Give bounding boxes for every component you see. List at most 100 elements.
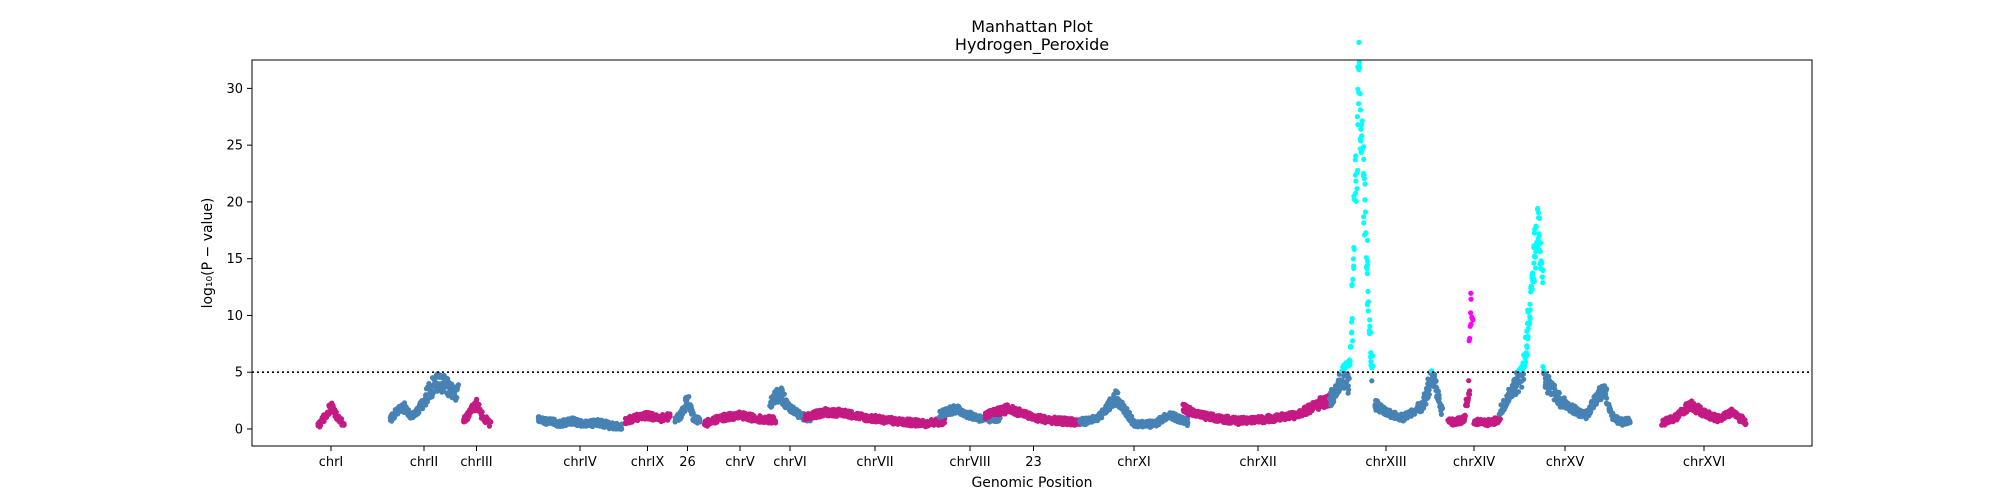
snp-point [1468,290,1474,296]
snp-point [1527,315,1533,321]
snp-point [1546,374,1552,380]
snp-point [1364,237,1371,243]
snp-point [1346,387,1352,393]
snp-point [486,423,492,429]
x-tick-label: chrIX [631,455,665,470]
snp-point [1466,378,1472,384]
snp-point [1351,265,1357,271]
snp-point [1439,405,1446,411]
snp-point [1556,390,1562,396]
snp-point [1356,39,1362,46]
snp-point [1603,387,1609,393]
snp-point [1525,336,1531,342]
snp-point [1539,274,1545,280]
snp-point [1467,388,1473,394]
snp-point [1115,390,1121,396]
snp-point [1426,387,1432,393]
snp-point [1357,91,1363,97]
snp-point [1627,420,1633,426]
snp-point [1359,133,1365,139]
snp-point [1496,418,1502,424]
snp-point [1540,280,1546,286]
snp-point [1531,278,1537,284]
snp-point [1433,378,1439,384]
snp-point [1505,398,1511,404]
x-tick-label: chrI [319,455,344,470]
snp-point [1361,214,1367,220]
snp-point [488,419,494,425]
snp-point [1535,205,1541,212]
snp-point [1364,271,1370,277]
x-tick-label: chrXI [1117,455,1150,470]
snp-point [1362,209,1369,215]
snp-point [1426,391,1432,398]
snp-point [1350,276,1356,282]
x-tick-label: 26 [679,455,696,470]
snp-point [1365,299,1371,305]
snp-point [696,416,702,422]
snp-point [1349,281,1355,288]
snp-point [1368,359,1374,365]
snp-point [1449,416,1455,422]
snp-point [1533,224,1539,230]
snp-point [1358,126,1364,132]
snp-point [1525,326,1531,332]
snp-point [1369,378,1375,384]
snp-point [848,408,855,415]
snp-point [1336,388,1342,395]
snp-point [1354,186,1360,192]
snp-point [1184,422,1190,428]
snp-point [1361,220,1367,226]
snp-point [424,399,430,405]
snp-point [619,426,625,432]
snp-point [1531,260,1537,266]
snp-point [1347,344,1354,350]
snp-point [1353,178,1359,184]
snp-point [1467,335,1473,342]
snp-point [1423,401,1429,407]
snp-point [1357,107,1363,113]
snp-point [1526,319,1533,326]
snp-point [1529,286,1535,292]
snp-point [1362,181,1368,187]
snp-point [338,416,345,422]
snp-point [1365,308,1371,314]
snp-point [1351,246,1357,252]
x-tick-label: chrVII [856,455,893,470]
snp-point [1465,395,1471,401]
snp-point [686,394,692,400]
snp-point [1354,114,1360,120]
snp-point [1364,262,1371,268]
y-tick-label: 10 [226,309,243,324]
snp-point [1365,258,1371,264]
snp-point [1537,249,1543,255]
x-tick-label: 23 [1025,455,1042,470]
snp-point [1362,197,1368,203]
snp-point [1341,383,1347,389]
snp-point [1356,101,1362,107]
snp-point [1099,415,1105,421]
snp-point [1438,411,1444,417]
snp-point [941,420,948,426]
snp-point [1363,230,1369,236]
y-axis: 0 5 10 15 20 25 30 [226,82,252,437]
x-tick-label: chrXVI [1683,455,1725,470]
snp-point [1536,231,1542,237]
snp-point [1468,296,1474,302]
snp-point [341,421,347,427]
y-tick-label: 30 [226,82,243,97]
x-tick-label: chrXIII [1365,455,1406,470]
x-tick-label: chrVI [773,455,806,470]
x-tick-label: chrVIII [949,455,990,470]
snp-point [1349,316,1355,322]
snp-point [779,387,785,393]
x-axis-label: Genomic Position [971,475,1092,491]
snp-point [1523,350,1529,356]
snp-point [1350,256,1356,262]
snp-point [1533,265,1539,271]
snp-point [1540,364,1546,370]
snp-point [1468,321,1474,327]
snp-point [1353,153,1359,159]
snp-point [1538,240,1544,246]
